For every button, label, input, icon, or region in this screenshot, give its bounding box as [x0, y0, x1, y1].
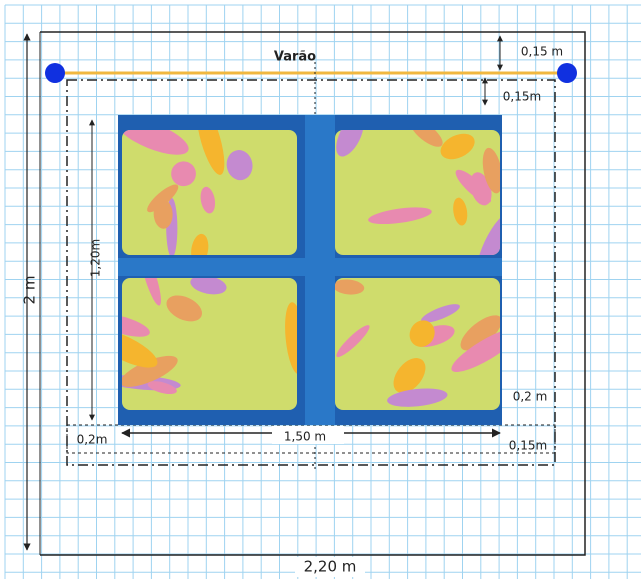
window-pane [122, 278, 297, 410]
leaf [476, 213, 500, 255]
leaf [387, 388, 448, 407]
leaf [421, 304, 460, 323]
leaf [368, 207, 432, 225]
leaf [409, 320, 435, 347]
leaf [140, 278, 161, 306]
leaf [460, 315, 500, 351]
leaf [122, 330, 158, 368]
window-transom [118, 258, 502, 276]
wall-outline [40, 31, 586, 556]
leaf [455, 169, 492, 203]
dimension-label: 0,2m [77, 433, 108, 447]
dimension-label: 1,50 m [284, 430, 326, 444]
leaf [440, 133, 475, 160]
leaf [166, 295, 203, 322]
leaf [191, 233, 209, 255]
dimension-label: 0,2 m [513, 390, 548, 404]
leaf [200, 186, 216, 214]
dimension-label: 0,15m [509, 439, 547, 453]
dimension-label: 0,15 m [521, 45, 563, 59]
leaf [171, 161, 196, 187]
leaf [226, 150, 253, 181]
leaf [147, 184, 179, 213]
curtain-pattern [122, 130, 253, 255]
dimension-label: 0,15m [503, 90, 541, 104]
rod-end [557, 63, 577, 83]
leaf [451, 327, 500, 372]
leaf [122, 314, 150, 337]
label-bg [295, 557, 365, 577]
leaf [482, 147, 500, 194]
leaf [453, 197, 468, 226]
leaf [285, 302, 297, 375]
leaf [393, 358, 426, 394]
rod-end [45, 63, 65, 83]
dimension-label: 1,20m [89, 239, 103, 277]
dimension-label: 2 m [21, 276, 39, 305]
leaf [336, 325, 370, 358]
dimension-label: 2,20 m [304, 558, 357, 576]
leaf [410, 130, 443, 147]
leaf [122, 130, 189, 155]
leaf [122, 355, 178, 387]
leaf [196, 130, 225, 175]
leaf [336, 130, 364, 157]
leaf [147, 381, 177, 395]
curtain-outline [66, 79, 556, 466]
rod-label: Varão [274, 50, 316, 65]
curtain-pattern [336, 130, 500, 255]
label-bg [272, 426, 344, 444]
curtain-pattern [122, 278, 297, 395]
leaf [190, 278, 227, 295]
leaf [335, 279, 365, 295]
curtain-pattern [335, 279, 500, 407]
